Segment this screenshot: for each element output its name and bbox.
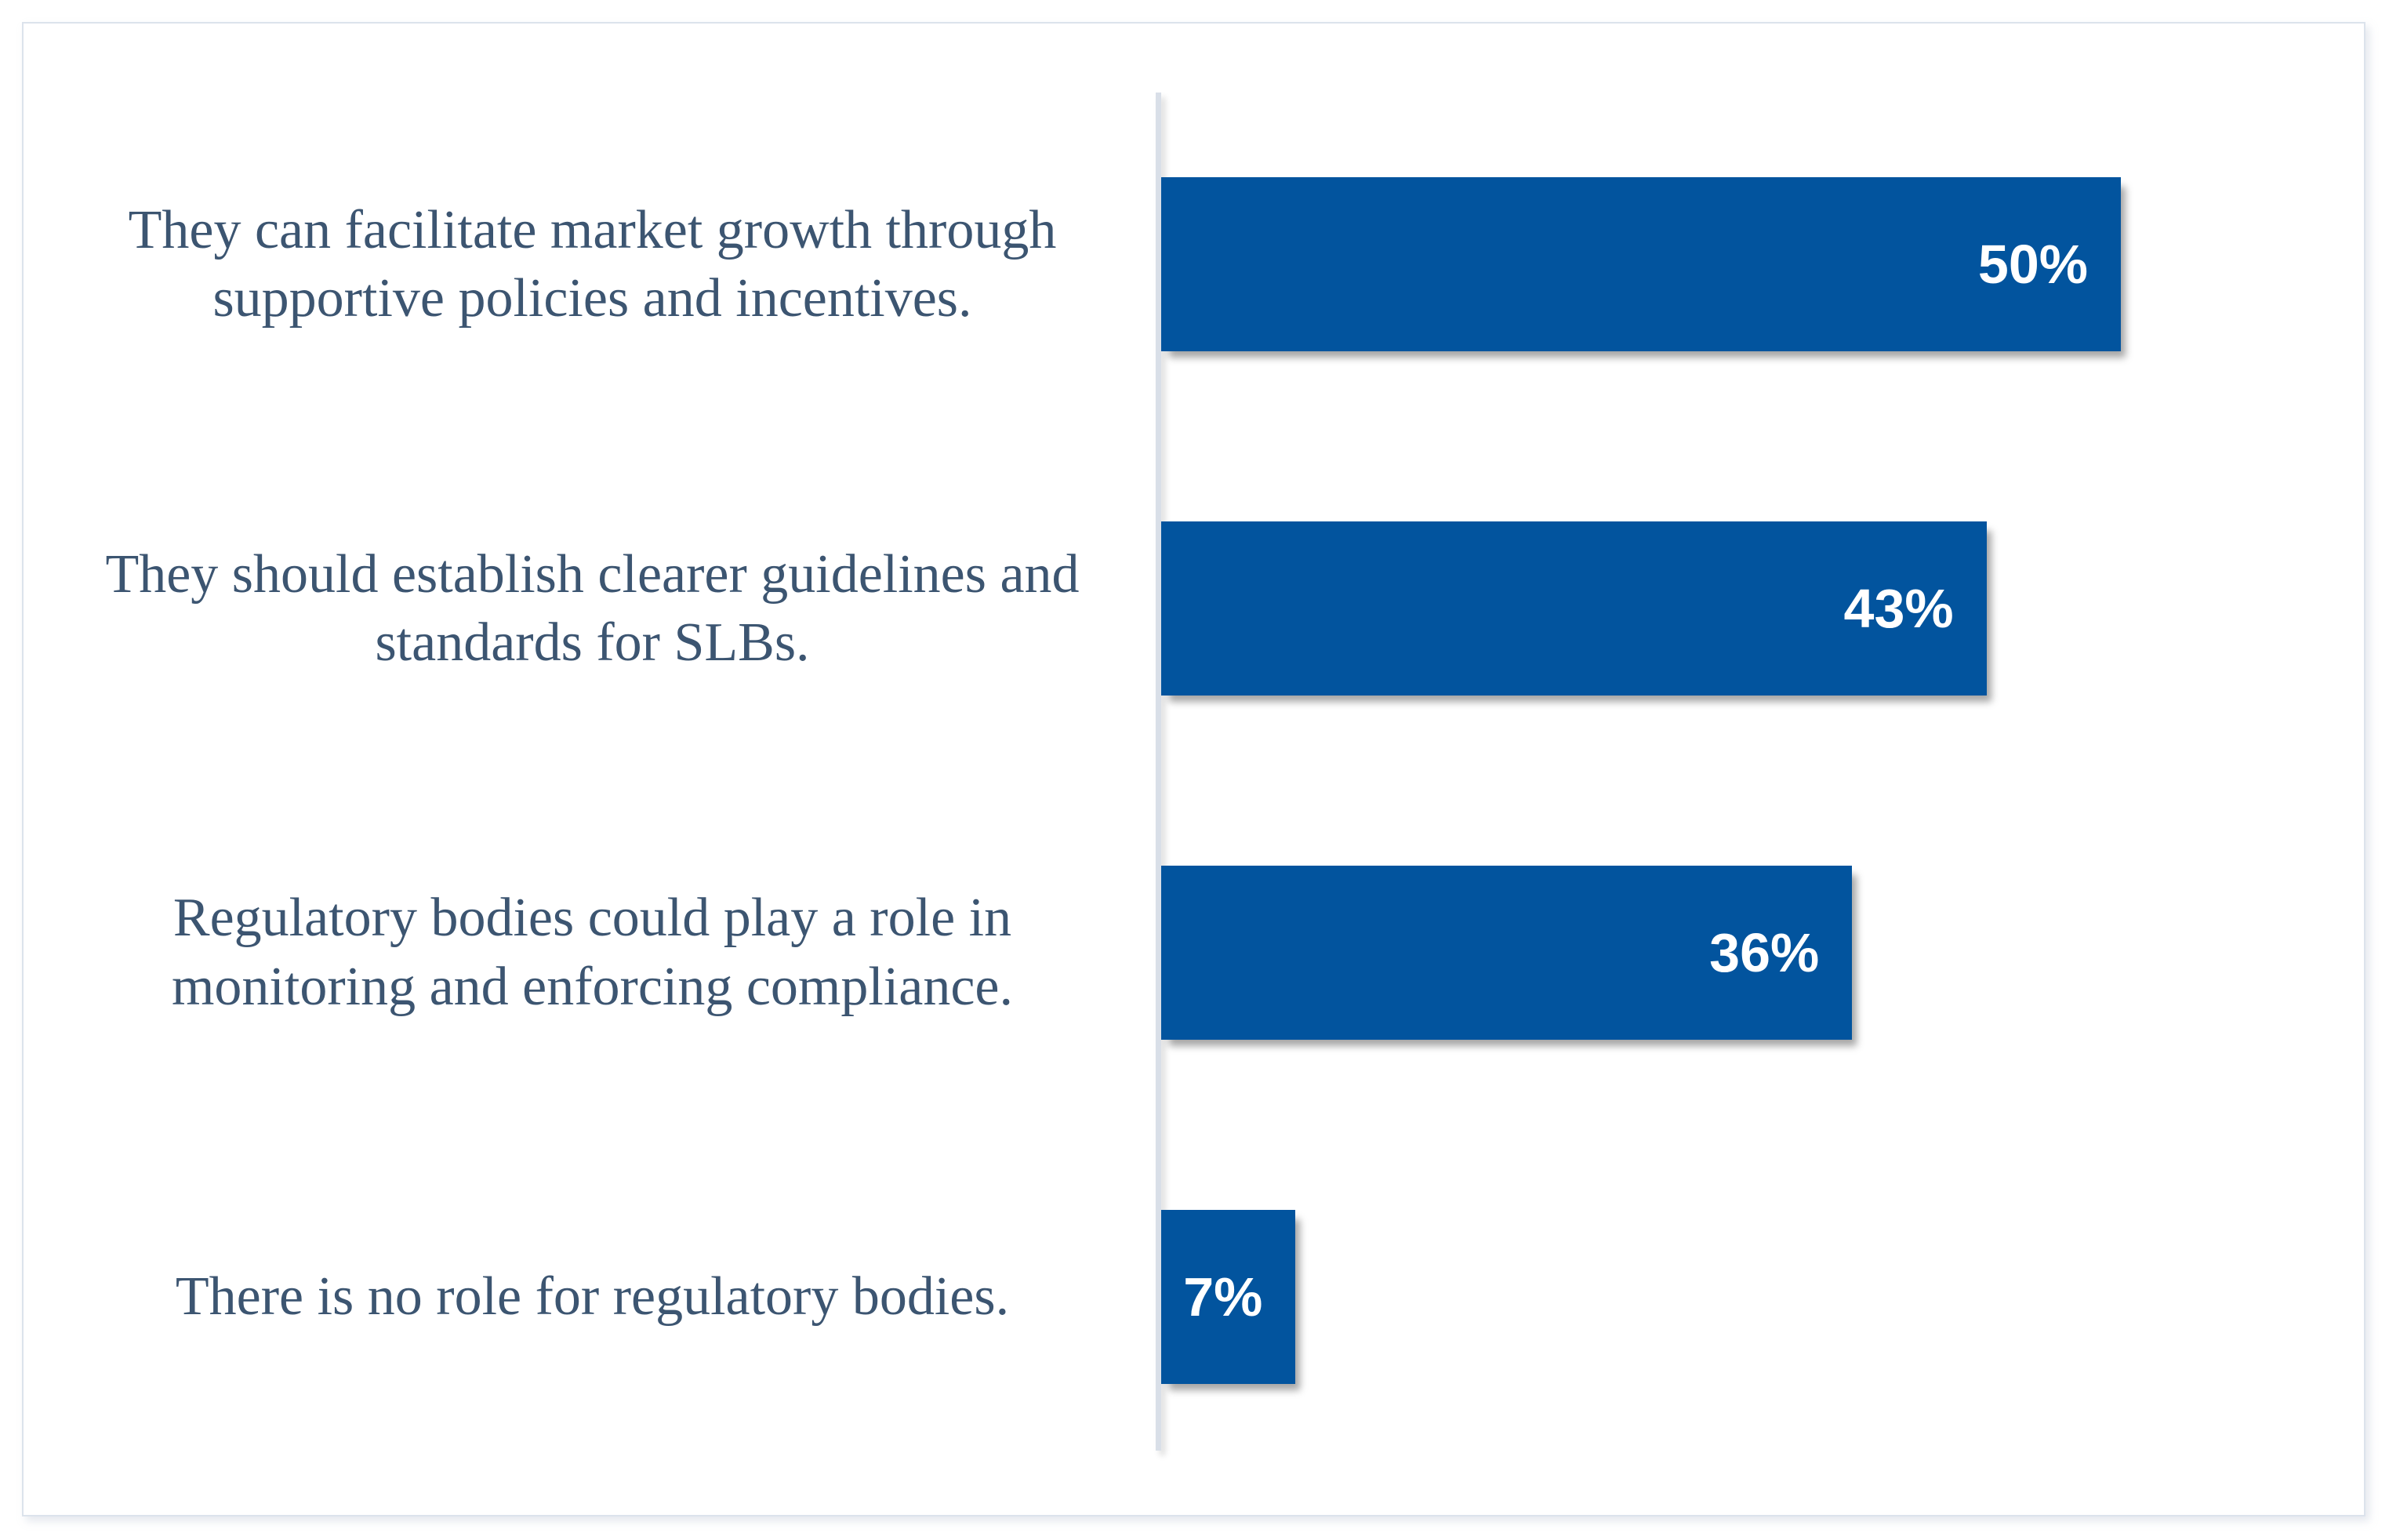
- category-label: They can facilitate market growth throug…: [128, 199, 1057, 329]
- bar-value-label: 43%: [1843, 578, 1954, 640]
- chart-row: They should establish clearer guidelines…: [24, 437, 2364, 781]
- bar: 36%: [1161, 865, 1853, 1040]
- bar-chart: They can facilitate market growth throug…: [24, 93, 2364, 1469]
- category-axis-line: [1156, 93, 1161, 1451]
- bar-value-label: 50%: [1977, 234, 2088, 296]
- bar: 7%: [1161, 1209, 1296, 1384]
- chart-row: Regulatory bodies could play a role in m…: [24, 781, 2364, 1125]
- bar-value-label: 7%: [1183, 1266, 1263, 1328]
- chart-row: They can facilitate market growth throug…: [24, 93, 2364, 437]
- chart-card: They can facilitate market growth throug…: [22, 22, 2365, 1516]
- category-label: They should establish clearer guidelines…: [105, 543, 1080, 674]
- chart-row: There is no role for regulatory bodies. …: [24, 1124, 2364, 1469]
- category-label: There is no role for regulatory bodies.: [175, 1266, 1010, 1327]
- bar: 43%: [1161, 521, 1987, 696]
- category-label: Regulatory bodies could play a role in m…: [171, 888, 1013, 1017]
- bar: 50%: [1161, 177, 2121, 352]
- bar-value-label: 36%: [1709, 921, 1820, 983]
